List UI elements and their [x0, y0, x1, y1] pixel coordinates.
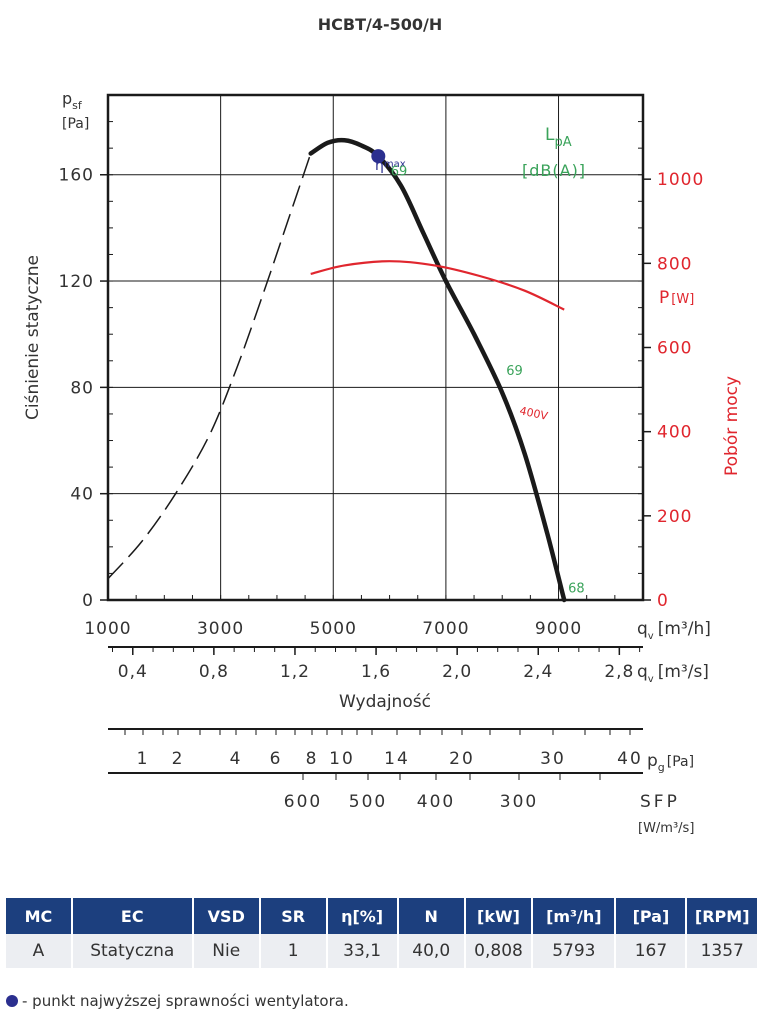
pg-tick-label: 14: [384, 749, 410, 769]
table-header-row: MC EC VSD SR η[%] N [kW] [m³/h] [Pa] [RP…: [6, 898, 757, 934]
sfp-label: SFP: [640, 792, 680, 812]
pg-tick-label: 1: [137, 749, 150, 769]
y-left-tick-labels: 0 40 80 120 160: [59, 166, 108, 611]
x2-tick-label: 0,4: [118, 662, 148, 682]
x-tick-labels-m3s: 0,4 0,8 1,2 1,6 2,0 2,4 2,8: [112, 647, 641, 682]
eta-max-label: ηmax: [375, 158, 406, 174]
grid-vertical: [220, 95, 560, 600]
x-tick-label: 1000: [84, 619, 131, 639]
y-left-title: Ciśnienie statyczne: [23, 255, 43, 420]
pg-tick-label: 2: [172, 749, 185, 769]
sfp-tick-labels: 600 500 400 300: [284, 792, 538, 812]
pg-tick-label: 30: [540, 749, 566, 769]
eta-max-point: [371, 149, 386, 164]
pg-unit: pg [Pa]: [647, 751, 694, 774]
y-left-tick-label: 120: [59, 272, 94, 292]
y-left-tick-label: 0: [82, 591, 94, 611]
x2-tick-label: 0,8: [199, 662, 229, 682]
table-header: η[%]: [326, 898, 399, 934]
fan-data-table: MC EC VSD SR η[%] N [kW] [m³/h] [Pa] [RP…: [6, 898, 757, 968]
sfp-tick-label: 400: [417, 792, 455, 812]
table-header: N: [397, 898, 466, 934]
table-header: [m³/h]: [532, 898, 617, 934]
table-header: [Pa]: [615, 898, 688, 934]
pressure-curve: [308, 137, 567, 603]
pg-tick-label: 20: [449, 749, 475, 769]
pg-tick-label: 10: [329, 749, 355, 769]
x2-tick-label: 1,2: [280, 662, 310, 682]
x2-tick-label: 2,8: [604, 662, 634, 682]
table-cell: 0,808: [464, 934, 534, 968]
x-tick-label: 7000: [422, 619, 469, 639]
table-header: [RPM]: [686, 898, 757, 934]
table-cell: 40,0: [397, 934, 466, 968]
y-right-unit-symbol: P [W]: [659, 288, 694, 308]
table-cell: 1357: [686, 934, 757, 968]
x-tick-label: 3000: [197, 619, 244, 639]
eta-point-legend-icon: [6, 995, 18, 1007]
y-left-tick-label: 160: [59, 166, 94, 186]
y-right-tick-label: 400: [657, 423, 692, 443]
pg-tick-label: 4: [230, 749, 243, 769]
pg-tick-label: 6: [270, 749, 283, 769]
x2-tick-label: 2,4: [523, 662, 553, 682]
lpa-label: LpA: [545, 125, 572, 150]
fan-curve-chart: HCBT/4-500/H psf [Pa] Ciśnienie statyczn…: [23, 15, 742, 836]
x-axis-title: Wydajność: [339, 692, 431, 712]
y-right-tick-labels: 0 200 400 600 800 1000: [643, 170, 704, 611]
note-text: - punkt najwyższej sprawności wentylator…: [22, 992, 349, 1010]
lpa-value-label: 69: [506, 364, 523, 379]
x-tick-labels-m3h: 1000 3000 5000 7000 9000: [84, 619, 582, 639]
y-left-tick-label: 80: [70, 378, 94, 398]
y-right-tick-label: 800: [657, 254, 692, 274]
sfp-minor-ticks: [302, 773, 601, 780]
sfp-tick-label: 600: [284, 792, 322, 812]
y-right-title: Pobór mocy: [722, 376, 742, 476]
x-unit-m3s: qv [m³/s]: [637, 662, 709, 685]
y-right-tick-label: 200: [657, 507, 692, 527]
x-unit-m3h: qv [m³/h]: [637, 619, 711, 642]
x2-tick-label: 1,6: [361, 662, 391, 682]
table-row: A Statyczna Nie 1 33,1 40,0 0,808 5793 1…: [6, 934, 757, 968]
lpa-value-label: 69: [391, 164, 408, 179]
lpa-unit: [dB(A)]: [522, 161, 586, 180]
table-cell: Nie: [192, 934, 261, 968]
table-cell: 1: [259, 934, 328, 968]
y-right-tick-label: 0: [657, 591, 669, 611]
y-left-tick-label: 40: [70, 485, 94, 505]
sfp-tick-label: 500: [349, 792, 387, 812]
table-cell: 5793: [532, 934, 617, 968]
table-header: MC: [6, 898, 73, 934]
x-tick-label: 9000: [535, 619, 582, 639]
table-header: [kW]: [464, 898, 534, 934]
table-cell: 167: [615, 934, 688, 968]
y-left-unit: [Pa]: [62, 116, 89, 132]
table-header: EC: [71, 898, 194, 934]
pg-tick-labels: 1 2 4 6 8 10 14 20 30 40: [137, 749, 643, 769]
table-header: VSD: [192, 898, 261, 934]
pg-minor-ticks: [124, 729, 631, 735]
chart-title: HCBT/4-500/H: [318, 15, 443, 34]
power-curve: [310, 260, 565, 311]
x-tick-label: 5000: [310, 619, 357, 639]
lpa-annotations: 69 69 68: [391, 164, 585, 596]
sfp-tick-label: 300: [500, 792, 538, 812]
y-right-tick-label: 600: [657, 339, 692, 359]
table-cell: A: [6, 934, 73, 968]
table-cell: Statyczna: [71, 934, 194, 968]
lpa-value-label: 68: [568, 582, 585, 597]
sfp-unit: [W/m³/s]: [638, 821, 694, 836]
y-left-unit-symbol: psf: [62, 89, 83, 112]
grid-horizontal: [108, 174, 643, 495]
pressure-curve-unstable: [107, 153, 312, 580]
voltage-label: 400V: [518, 404, 549, 423]
y-right-tick-label: 1000: [657, 170, 704, 190]
table-header: SR: [259, 898, 328, 934]
pg-tick-label: 40: [617, 749, 643, 769]
pg-tick-label: 8: [306, 749, 319, 769]
minor-ticks: [108, 121, 643, 600]
table-cell: 33,1: [326, 934, 399, 968]
legend-note: - punkt najwyższej sprawności wentylator…: [6, 992, 349, 1010]
x2-tick-label: 2,0: [442, 662, 472, 682]
